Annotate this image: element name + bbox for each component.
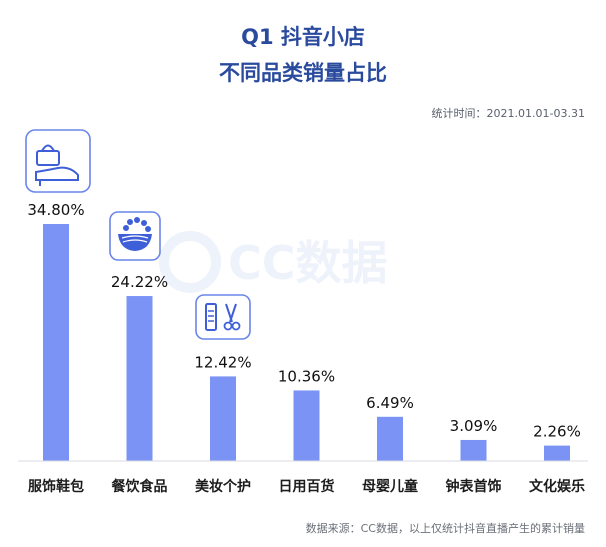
category-label-5: 母婴儿童: [362, 478, 418, 495]
value-labels-group: 34.80% 24.22% 12.42% 10.36% 6.49% 3.09% 2.26%: [27, 201, 580, 441]
value-label-6: 3.09%: [450, 417, 498, 435]
bar-7: [544, 445, 570, 461]
category-label-3: 美妆个护: [195, 478, 251, 495]
value-label-5: 6.49%: [366, 394, 414, 412]
bar-1: [43, 224, 69, 461]
value-label-2: 24.22%: [111, 273, 168, 291]
chart-title-line2: 不同品类销量占比: [219, 61, 387, 85]
high-heel-handbag-icon: [25, 129, 91, 193]
category-label-7: 文化娱乐: [529, 478, 585, 495]
bars-group: [43, 224, 570, 461]
category-labels-group: 服饰鞋包 餐饮食品 美妆个护 日用百货 母婴儿童 钟表首饰 文化娱乐: [28, 478, 585, 495]
bar-2: [126, 296, 153, 461]
value-label-1: 34.80%: [27, 201, 84, 219]
bar-5: [377, 416, 403, 461]
category-label-4: 日用百货: [279, 478, 335, 495]
watermark-logo-icon: [159, 231, 221, 293]
value-label-4: 10.36%: [278, 367, 335, 385]
period-label: 统计时间：2021.01.01-03.31: [432, 107, 585, 120]
bar-4: [293, 390, 320, 461]
source-note: 数据来源：CC数据，以上仅统计抖音直播产生的累计销量: [306, 521, 585, 535]
category-label-1: 服饰鞋包: [28, 478, 84, 495]
watermark: CC数据: [159, 231, 388, 293]
bar-3: [210, 376, 236, 461]
category-label-2: 餐饮食品: [111, 478, 168, 495]
value-label-3: 12.42%: [194, 353, 251, 371]
value-label-7: 2.26%: [533, 423, 581, 441]
chart-title-line1: Q1 抖音小店: [241, 25, 365, 49]
food-bowl-icon: [109, 211, 161, 261]
comb-scissors-icon: [195, 294, 251, 340]
watermark-text: CC数据: [228, 236, 388, 290]
category-label-6: 钟表首饰: [446, 478, 502, 495]
bar-6: [460, 439, 487, 461]
